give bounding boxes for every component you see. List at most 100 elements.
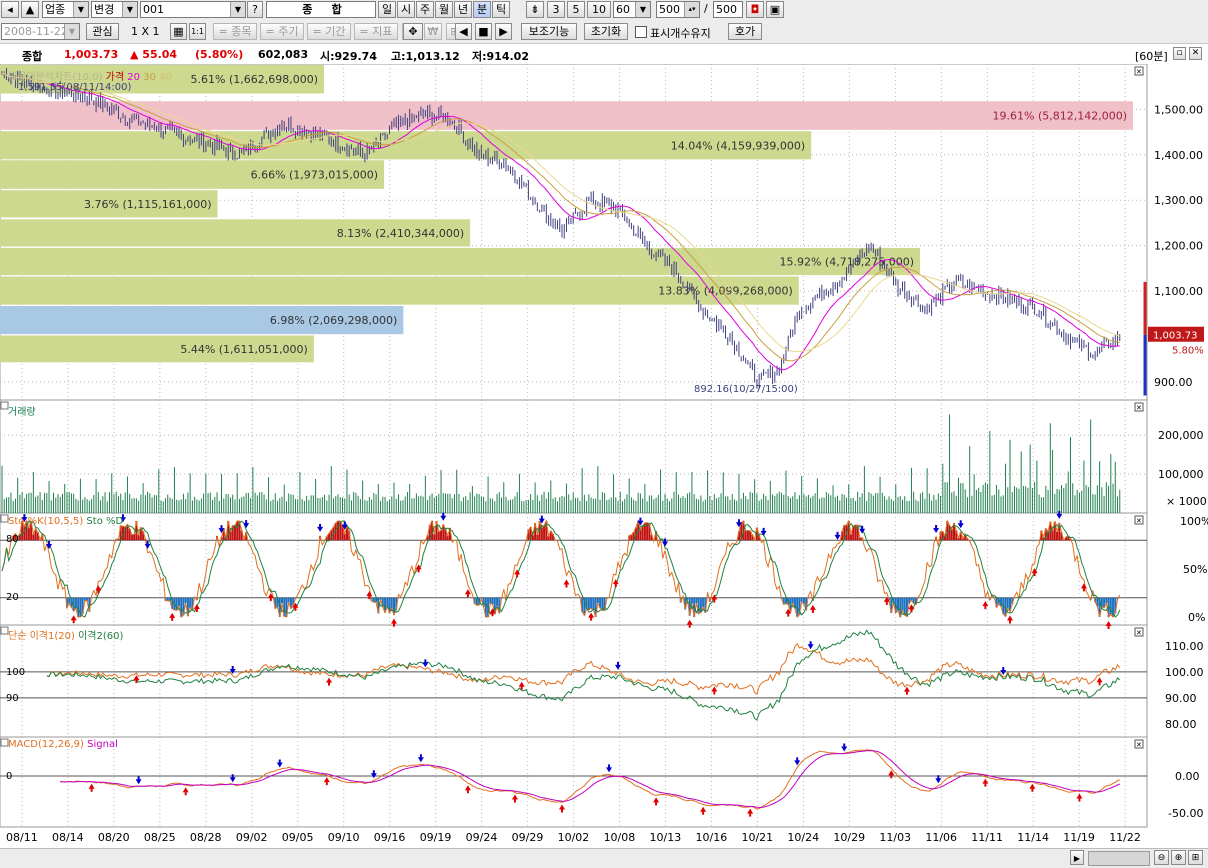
- volume-axis-unit: × 1000: [1166, 495, 1207, 508]
- sell-signal-arrow: [370, 770, 377, 779]
- search-help-button[interactable]: ?: [247, 1, 263, 18]
- close-icon[interactable]: ✕: [1189, 47, 1202, 60]
- close-icon[interactable]: [1134, 66, 1144, 76]
- legend-sto-k: Sto %K(10,5,5): [8, 516, 84, 527]
- chart-canvas[interactable]: ✕ ✕ ✕ ✕ ✕ 5.61% (1,662,698,000) 19.61% (5,812,…: [0, 64, 1208, 847]
- total-count-field: 500: [713, 1, 743, 18]
- volume-band-label: 14.04% (4,159,939,000): [671, 139, 806, 152]
- buy-signal-arrow: [182, 787, 189, 796]
- zoom-in-icon[interactable]: ⊕: [1171, 850, 1186, 865]
- volume-band: [0, 160, 385, 189]
- info-open: 시:929.74: [320, 50, 377, 63]
- tick-select-icon[interactable]: ⇟: [526, 1, 544, 18]
- chart-area[interactable]: ✕ ✕ ✕ ✕ ✕ 5.61% (1,662,698,000) 19.61% (5,812,…: [0, 64, 1208, 847]
- code-input[interactable]: 001 ▼: [140, 1, 246, 18]
- sell-signal-arrow: [1000, 666, 1007, 675]
- chevron-down-icon[interactable]: ▼: [635, 2, 650, 17]
- scroll-thumb[interactable]: [1088, 851, 1150, 866]
- buy-signal-arrow: [518, 681, 525, 690]
- sto-left-label: 20: [6, 592, 19, 603]
- reset-button[interactable]: 초기화: [584, 23, 628, 40]
- close-icon[interactable]: [1134, 739, 1144, 749]
- volume-band: [0, 101, 1133, 130]
- x-axis-label: 11/22: [1109, 831, 1141, 844]
- close-icon[interactable]: [1134, 402, 1144, 412]
- save-icon[interactable]: ▣: [766, 1, 784, 18]
- spin-icon[interactable]: ▴▾: [684, 2, 699, 17]
- volume-band-label: 19.61% (5,812,142,000): [993, 110, 1128, 123]
- index-name: 종 합: [302, 3, 342, 16]
- chevron-down-icon[interactable]: ▼: [230, 2, 245, 17]
- indicator-button[interactable]: = 지표: [354, 23, 398, 40]
- zoom-fit-icon[interactable]: ⊞: [1188, 850, 1203, 865]
- x-axis-label: 08/28: [190, 831, 222, 844]
- interval-button-5[interactable]: 5: [567, 1, 585, 18]
- one-to-one-icon[interactable]: 1:1: [189, 23, 206, 40]
- up-button[interactable]: ▲: [21, 1, 39, 18]
- minimize-icon[interactable]: ▫: [1173, 47, 1186, 60]
- period-button[interactable]: = 기간: [307, 23, 351, 40]
- change-select[interactable]: 변경 ▼: [91, 1, 138, 18]
- chevron-down-icon[interactable]: ▼: [64, 24, 79, 39]
- legend-sto-d: Sto %D: [86, 516, 124, 527]
- count-input[interactable]: 500 ▴▾: [656, 1, 700, 18]
- macd-signal-line: [60, 750, 1120, 808]
- keep-count-checkbox[interactable]: [635, 26, 647, 38]
- sto-legend: Sto %K(10,5,5) Sto %D: [8, 516, 123, 527]
- x-axis-label: 11/14: [1017, 831, 1049, 844]
- sell-signal-arrow: [135, 776, 142, 785]
- period-tab-6[interactable]: 틱: [492, 1, 510, 18]
- scroll-left-icon[interactable]: ▶: [1070, 850, 1084, 865]
- count-slash: /: [704, 2, 708, 15]
- interval-select[interactable]: 60 ▼: [613, 1, 651, 18]
- horizontal-scrollbar[interactable]: [0, 848, 1208, 868]
- buy-signal-arrow: [1029, 783, 1036, 792]
- close-icon[interactable]: [1134, 515, 1144, 525]
- move-icon[interactable]: ✥: [403, 23, 423, 40]
- interval-button-10[interactable]: 10: [587, 1, 611, 18]
- interval-button-3[interactable]: 3: [547, 1, 565, 18]
- chevron-down-icon[interactable]: ▼: [73, 2, 88, 17]
- aux-function-button[interactable]: 보조기능: [521, 23, 577, 40]
- period-tab-4[interactable]: 년: [454, 1, 472, 18]
- legend-disparity-2: 이격2(60): [78, 631, 124, 642]
- zoom-out-icon[interactable]: ⊖: [1154, 850, 1169, 865]
- date-select[interactable]: 2008-11-22 ▼: [1, 23, 80, 40]
- period-tab-5[interactable]: 분: [473, 1, 491, 18]
- close-icon[interactable]: [1134, 627, 1144, 637]
- period-tab-0[interactable]: 일: [378, 1, 396, 18]
- sell-signal-arrow: [834, 531, 841, 540]
- buy-signal-arrow: [883, 596, 890, 605]
- macd-line: [60, 749, 1120, 810]
- sell-signal-arrow: [417, 754, 424, 763]
- next-icon[interactable]: ▶: [495, 23, 512, 40]
- disparity-left-label: 90: [6, 693, 19, 704]
- cycle-button[interactable]: = 주기: [260, 23, 304, 40]
- disparity-2-line: [46, 629, 1121, 721]
- buy-signal-arrow: [982, 778, 989, 787]
- period-tab-3[interactable]: 월: [435, 1, 453, 18]
- sell-signal-arrow: [841, 743, 848, 752]
- won-icon[interactable]: ₩: [424, 23, 442, 40]
- current-pct-value: 5.80%: [1172, 346, 1204, 357]
- prev-icon[interactable]: ◀: [455, 23, 472, 40]
- count-value: 500: [659, 3, 680, 16]
- interest-button[interactable]: 관심: [86, 23, 119, 40]
- quote-button[interactable]: 호가: [728, 23, 762, 40]
- stop-icon[interactable]: ■: [475, 23, 492, 40]
- disparity-legend: 단순 이격1(20) 이격2(60): [8, 627, 123, 642]
- sell-signal-arrow: [46, 541, 53, 550]
- market-select[interactable]: 업종 ▼: [42, 1, 89, 18]
- chevron-down-icon[interactable]: ▼: [122, 2, 137, 17]
- period-tab-1[interactable]: 시: [397, 1, 415, 18]
- buy-signal-arrow: [133, 675, 140, 684]
- volume-band-label: 5.44% (1,611,051,000): [180, 343, 308, 356]
- item-button[interactable]: = 종목: [213, 23, 257, 40]
- period-tab-2[interactable]: 주: [416, 1, 434, 18]
- volume-band: [0, 247, 920, 276]
- sell-signal-arrow: [119, 514, 126, 523]
- buy-signal-arrow: [70, 615, 77, 624]
- grid-icon[interactable]: ▦: [170, 23, 187, 40]
- panel-toggle-button[interactable]: ◂: [1, 1, 19, 18]
- add-window-button[interactable]: ◘: [746, 1, 764, 18]
